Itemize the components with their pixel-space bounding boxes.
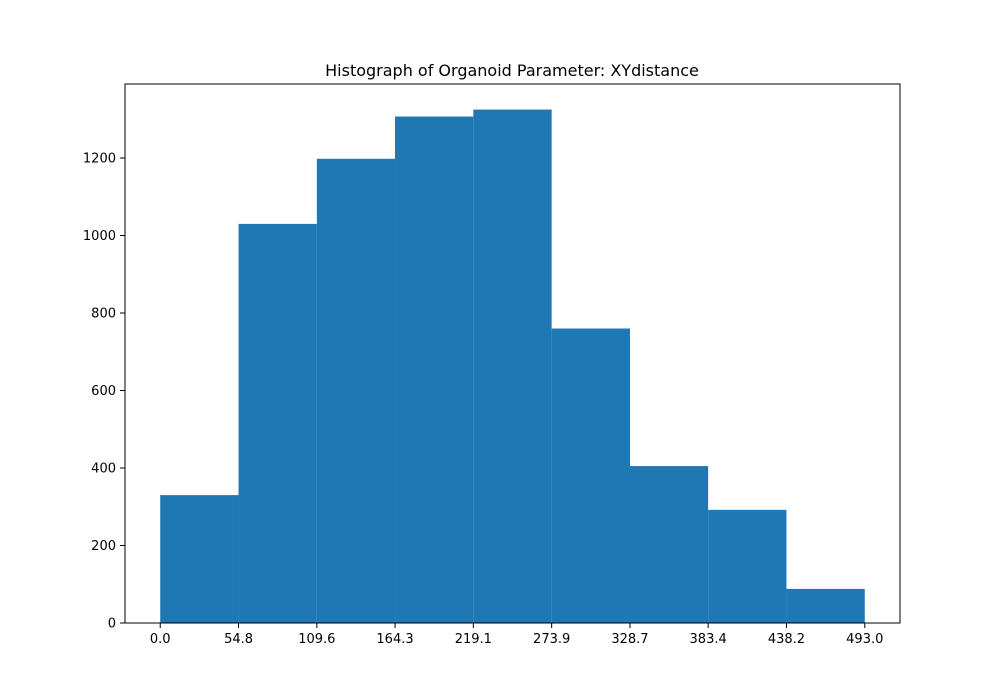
axes-frame xyxy=(124,83,901,624)
histogram-bar xyxy=(316,158,396,623)
histogram-bar xyxy=(473,109,552,624)
x-tick-label: 164.3 xyxy=(376,632,413,647)
y-tick-label: 0 xyxy=(108,617,116,632)
x-tick-label: 54.8 xyxy=(224,632,253,647)
y-tick-label: 400 xyxy=(91,462,116,477)
x-tick-label: 219.1 xyxy=(455,632,492,647)
x-tick-label: 273.9 xyxy=(533,632,570,647)
histogram-bar xyxy=(786,588,865,623)
histogram-bar xyxy=(708,509,787,623)
x-tick-label: 438.2 xyxy=(768,632,805,647)
y-tick-label: 1000 xyxy=(83,229,116,244)
x-tick-label: 383.4 xyxy=(690,632,727,647)
y-tick-label: 600 xyxy=(91,384,116,399)
histogram-bar xyxy=(238,223,317,623)
x-tick-label: 109.6 xyxy=(298,632,335,647)
y-tick-label: 1200 xyxy=(83,152,116,167)
bars-group xyxy=(160,109,865,624)
histogram-bar xyxy=(160,495,239,623)
histogram-bar xyxy=(551,328,630,623)
x-tick-label: 0.0 xyxy=(150,632,171,647)
chart-title: Histograph of Organoid Parameter: XYdist… xyxy=(325,61,699,80)
histogram-bar xyxy=(629,466,709,623)
y-tick-label: 200 xyxy=(91,539,116,554)
x-axis: 0.0 54.8 109.6 164.3 219.1 273.9 328.7 383.4 438… xyxy=(150,623,883,647)
y-axis: 0 200 400 600 800 1000 1200 xyxy=(83,152,125,632)
y-tick-label: 800 xyxy=(91,307,116,322)
x-tick-label: 328.7 xyxy=(611,632,648,647)
histogram-bar xyxy=(395,116,474,623)
x-tick-label: 493.0 xyxy=(846,632,883,647)
